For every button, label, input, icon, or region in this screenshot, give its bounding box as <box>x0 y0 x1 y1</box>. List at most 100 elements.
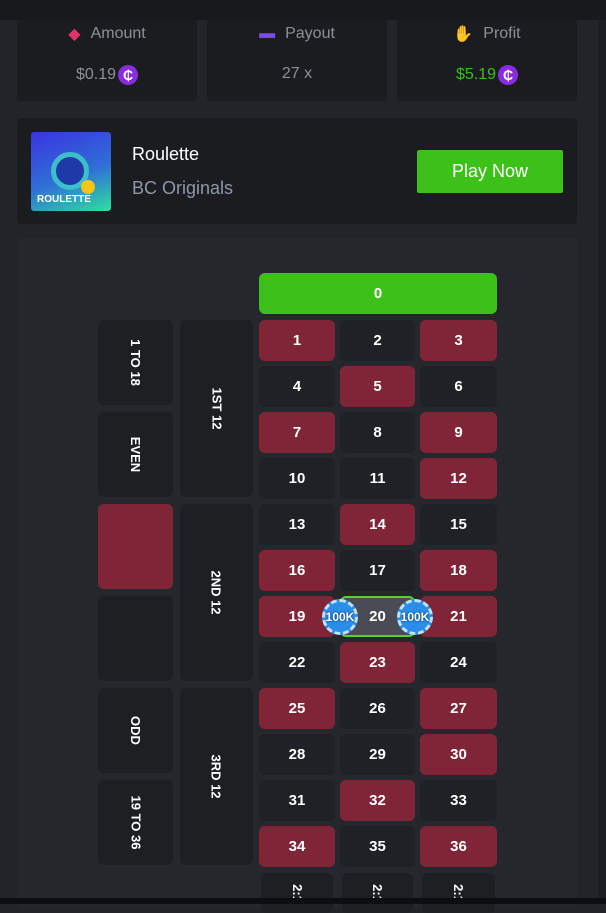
cell-label: 23 <box>369 654 386 671</box>
number-27[interactable]: 27 <box>420 688 497 729</box>
number-16[interactable]: 16 <box>259 550 335 591</box>
number-9[interactable]: 9 <box>420 412 497 453</box>
outside-bet-odd[interactable]: ODD <box>98 688 173 773</box>
number-5[interactable]: 5 <box>340 366 415 407</box>
cell-label: 1 <box>292 332 302 349</box>
bet-chip[interactable]: 100K <box>397 598 433 635</box>
game-card: ROULETTE Roulette BC Originals Play Now <box>17 118 577 224</box>
outside-bet-even[interactable]: EVEN <box>98 412 173 497</box>
cell-label: 3 <box>454 332 463 349</box>
number-7[interactable]: 7 <box>259 412 335 453</box>
number-2[interactable]: 2 <box>340 320 415 361</box>
cell-label: 6 <box>454 378 463 395</box>
outside-bet-19-to-36[interactable]: 19 TO 36 <box>98 780 173 865</box>
number-36[interactable]: 36 <box>420 826 497 867</box>
side-strip <box>598 20 606 898</box>
number-6[interactable]: 6 <box>420 366 497 407</box>
number-3[interactable]: 3 <box>420 320 497 361</box>
column-bet-1[interactable]: 2:1 <box>261 873 333 913</box>
dozen-3[interactable]: 3RD 12 <box>180 688 253 865</box>
cell-label: 9 <box>454 424 463 441</box>
coin-icon: ₵ <box>498 65 519 85</box>
play-now-button[interactable]: Play Now <box>417 150 563 193</box>
number-8[interactable]: 8 <box>340 412 415 453</box>
number-32[interactable]: 32 <box>340 780 415 821</box>
number-21[interactable]: 21 <box>420 596 497 637</box>
cell-label: 14 <box>369 516 386 533</box>
tag-icon: ◆ <box>68 26 81 43</box>
number-28[interactable]: 28 <box>259 734 335 775</box>
card-icon: ▬ <box>259 25 276 42</box>
number-18[interactable]: 18 <box>420 550 497 591</box>
coin-icon <box>81 180 95 194</box>
stat-label: Profit <box>483 25 521 42</box>
number-0[interactable]: 0 <box>259 273 497 314</box>
cell-label: 10 <box>288 470 306 487</box>
number-30[interactable]: 30 <box>420 734 497 775</box>
cell-label: 5 <box>373 378 382 395</box>
number-13[interactable]: 13 <box>259 504 335 545</box>
number-14[interactable]: 14 <box>340 504 415 545</box>
cell-label: 17 <box>369 562 386 579</box>
column-bet-3[interactable]: 2:1 <box>422 873 495 913</box>
cell-label: 8 <box>373 424 382 441</box>
cell-label: 32 <box>369 792 386 809</box>
number-22[interactable]: 22 <box>259 642 335 683</box>
column-bet-2[interactable]: 2:1 <box>342 873 413 913</box>
number-23[interactable]: 23 <box>340 642 415 683</box>
cell-label: 27 <box>450 700 467 717</box>
cell-label: 19 TO 36 <box>128 795 143 850</box>
hand-coin-icon: ✋ <box>453 26 474 43</box>
game-thumbnail[interactable]: ROULETTE <box>31 132 111 211</box>
number-25[interactable]: 25 <box>259 688 335 729</box>
cell-label: 25 <box>288 700 306 717</box>
cell-label: 3RD 12 <box>208 754 224 799</box>
cell-label: 34 <box>288 838 306 855</box>
thumbnail-text: ROULETTE <box>37 194 91 205</box>
number-26[interactable]: 26 <box>340 688 415 729</box>
number-4[interactable]: 4 <box>259 366 335 407</box>
cell-label: 4 <box>292 378 302 395</box>
cell-label: 13 <box>288 516 306 533</box>
cell-label: 18 <box>450 562 467 579</box>
cell-label: 22 <box>288 654 306 671</box>
number-17[interactable]: 17 <box>340 550 415 591</box>
number-1[interactable]: 1 <box>259 320 335 361</box>
cell-label: 28 <box>288 746 306 763</box>
dozen-2[interactable]: 2ND 12 <box>180 504 253 681</box>
cell-label: 31 <box>288 792 306 809</box>
outside-bet-1-to-18[interactable]: 1 TO 18 <box>98 320 173 405</box>
top-bar <box>0 0 606 20</box>
number-15[interactable]: 15 <box>420 504 497 545</box>
bet-chip[interactable]: 100K <box>322 598 358 635</box>
number-24[interactable]: 24 <box>420 642 497 683</box>
outside-bet-black[interactable] <box>98 596 173 681</box>
stat-payout: ▬ Payout 27 x <box>207 20 387 101</box>
cell-label: 11 <box>369 470 386 487</box>
cell-label: 16 <box>288 562 306 579</box>
number-35[interactable]: 35 <box>340 826 415 867</box>
game-provider: BC Originals <box>132 178 234 198</box>
number-33[interactable]: 33 <box>420 780 497 821</box>
game-name[interactable]: Roulette <box>132 144 200 164</box>
number-11[interactable]: 11 <box>340 458 415 499</box>
cell-label: EVEN <box>128 436 143 473</box>
stat-value: $5.19 <box>455 66 497 83</box>
roulette-wheel-icon <box>51 152 89 190</box>
number-29[interactable]: 29 <box>340 734 415 775</box>
cell-label: 29 <box>369 746 386 763</box>
cell-label: 2ND 12 <box>208 570 224 615</box>
number-31[interactable]: 31 <box>259 780 335 821</box>
number-12[interactable]: 12 <box>420 458 497 499</box>
cell-label: 20 <box>369 608 386 625</box>
cell-label: 24 <box>450 654 467 671</box>
number-10[interactable]: 10 <box>259 458 335 499</box>
coin-icon: ₵ <box>118 65 139 85</box>
stat-label: Amount <box>90 25 146 42</box>
number-34[interactable]: 34 <box>259 826 335 867</box>
cell-label: 0 <box>373 285 383 302</box>
cell-label: 2 <box>373 332 382 349</box>
outside-bet-red[interactable] <box>98 504 173 589</box>
dozen-1[interactable]: 1ST 12 <box>180 320 253 497</box>
stat-value: $0.19 <box>75 66 117 83</box>
